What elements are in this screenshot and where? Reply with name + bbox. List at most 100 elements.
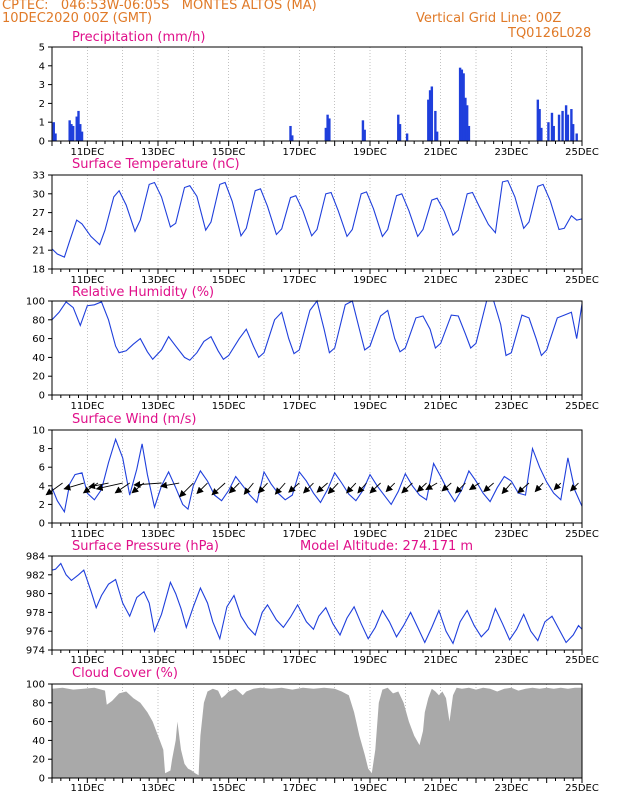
pres-xtick-label: 15DEC — [212, 655, 246, 666]
pres-xtick-label: 21DEC — [424, 655, 458, 666]
temp-xtick-label: 15DEC — [212, 275, 246, 286]
precip-bar — [566, 114, 570, 141]
wind-vector — [517, 482, 530, 494]
precip-xtick-label: 15DEC — [212, 147, 246, 158]
vertical-grid-note: Vertical Grid Line: 00Z — [416, 11, 562, 26]
rh-xtick-label: 11DEC — [70, 401, 104, 412]
precip-bar — [575, 133, 578, 141]
temp-title: Surface Temperature (nC) — [72, 157, 240, 172]
precip-bar — [564, 105, 568, 141]
precip-ytick-label: 0 — [39, 137, 45, 148]
temp-xtick-label: 11DEC — [70, 275, 104, 286]
precip-bar — [536, 99, 540, 141]
precip-bar — [80, 131, 84, 141]
wind-vector — [385, 482, 396, 493]
precip-bar — [363, 129, 366, 141]
wind-frame — [51, 429, 583, 524]
cloud-xtick-label: 13DEC — [141, 783, 175, 794]
cloud-area — [52, 687, 582, 778]
rh-ytick-label: 40 — [32, 353, 45, 364]
rh-line — [51, 299, 583, 361]
wind-vector — [425, 482, 438, 491]
pres-ytick-label: 980 — [26, 589, 45, 600]
temp-xtick-label: 17DEC — [282, 275, 316, 286]
precip-bar — [571, 124, 575, 141]
precip-xtick-label: 11DEC — [70, 147, 104, 158]
temp-xtick-label: 21DEC — [424, 275, 458, 286]
pres-panel: Surface Pressure (hPa) Model Altitude: 27… — [26, 539, 599, 666]
temp-line — [51, 179, 583, 258]
precip-bar — [561, 110, 564, 141]
cloud-xtick-label: 19DEC — [353, 783, 387, 794]
pres-xtick-label: 17DEC — [282, 655, 316, 666]
precip-bar — [540, 127, 543, 141]
cloud-xtick-label: 23DEC — [494, 783, 528, 794]
wind-vector — [196, 482, 208, 495]
wind-vector — [88, 482, 109, 490]
precip-bar — [291, 135, 294, 141]
pres-xtick-label: 13DEC — [141, 655, 175, 666]
pres-xtick-label: 25DEC — [565, 655, 599, 666]
precip-bar — [460, 69, 464, 141]
precip-bar — [70, 124, 73, 141]
wind-vector — [228, 482, 240, 494]
wind-xtick-label: 13DEC — [141, 529, 175, 540]
wind-vector — [257, 482, 268, 494]
precip-bar — [397, 114, 400, 141]
wind-xtick-label: 23DEC — [494, 529, 528, 540]
cloud-ytick-label: 100 — [26, 680, 45, 691]
precip-bar — [324, 127, 328, 141]
pres-annotation: Model Altitude: 274.171 m — [300, 539, 473, 554]
wind-vector — [369, 482, 381, 494]
cloud-ytick-label: 60 — [32, 717, 45, 728]
precip-bar — [462, 73, 465, 141]
precip-bar — [570, 109, 573, 141]
temp-ytick-label: 24 — [32, 227, 45, 238]
wind-xtick-label: 11DEC — [70, 529, 104, 540]
temp-xtick-label: 19DEC — [353, 275, 387, 286]
wind-xtick-label: 19DEC — [353, 529, 387, 540]
run-date: 10DEC2020 00Z (GMT) — [2, 11, 153, 26]
wind-vector — [416, 482, 427, 493]
precip-xtick-label: 17DEC — [282, 147, 316, 158]
precip-bar — [52, 122, 55, 141]
precip-bar — [68, 120, 71, 141]
precip-bar — [467, 125, 471, 141]
wind-vector — [274, 482, 286, 495]
pres-ytick-label: 978 — [26, 608, 45, 619]
rh-xtick-label: 13DEC — [141, 401, 175, 412]
wind-vector — [288, 482, 300, 493]
wind-vector — [454, 482, 466, 494]
rh-panel: Relative Humidity (%) 0 20 40 60 80 100 11DEC 13… — [26, 285, 599, 412]
pres-xtick-label: 11DEC — [70, 655, 104, 666]
rh-ytick-label: 80 — [32, 315, 45, 326]
pres-title: Surface Pressure (hPa) — [72, 539, 219, 554]
rh-xtick-label: 21DEC — [424, 401, 458, 412]
wind-ytick-label: 10 — [32, 426, 45, 437]
cloud-ytick-label: 20 — [32, 755, 45, 766]
precip-bar — [538, 109, 541, 141]
precip-bar — [557, 114, 561, 141]
cloud-xtick-label: 21DEC — [424, 783, 458, 794]
cloud-title: Cloud Cover (%) — [72, 666, 178, 681]
pres-frame — [51, 555, 583, 651]
precip-bar — [405, 133, 409, 141]
precip-xtick-label: 21DEC — [424, 147, 458, 158]
precip-bar — [430, 86, 434, 141]
wind-xtick-label: 25DEC — [565, 529, 599, 540]
temp-ytick-label: 18 — [32, 265, 45, 276]
precip-bar — [289, 125, 292, 141]
wind-vector — [316, 482, 328, 493]
rh-ytick-label: 60 — [32, 334, 45, 345]
temp-panel: Surface Temperature (nC) 18 21 24 27 30 33 11DE… — [32, 157, 599, 286]
precip-bar — [552, 125, 555, 141]
precip-bar — [427, 99, 430, 141]
precip-bar — [361, 120, 365, 141]
precip-ytick-label: 4 — [39, 61, 45, 72]
rh-title: Relative Humidity (%) — [72, 285, 214, 300]
wind-vector — [303, 482, 314, 494]
rh-ytick-label: 100 — [26, 297, 45, 308]
wind-vector — [483, 482, 494, 493]
cloud-ytick-label: 80 — [32, 698, 45, 709]
temp-ytick-label: 30 — [32, 189, 45, 200]
